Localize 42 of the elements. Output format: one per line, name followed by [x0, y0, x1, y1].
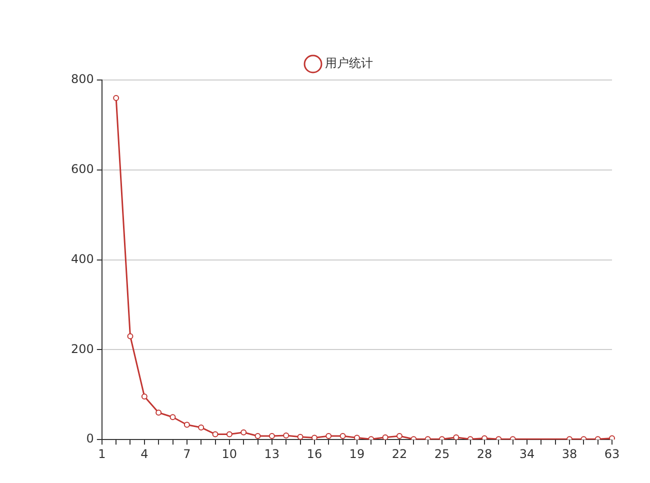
- point: [396, 433, 402, 440]
- point: [453, 434, 460, 440]
- x-tick-label: 63: [604, 446, 620, 461]
- x-tick-label: 16: [306, 446, 322, 461]
- y-tick-label: 800: [71, 72, 94, 86]
- point: [198, 424, 204, 430]
- x-tick-label: 25: [434, 446, 450, 461]
- point: [184, 422, 190, 428]
- point: [212, 431, 218, 438]
- x-tick-label: 13: [264, 446, 280, 461]
- point: [141, 393, 148, 400]
- point: [240, 429, 247, 436]
- x-tick-label: 34: [519, 446, 535, 461]
- point: [311, 434, 318, 440]
- x-tick-label: 19: [349, 446, 365, 461]
- x-tick-label: 7: [183, 446, 191, 461]
- x-tick-label: 22: [392, 446, 408, 461]
- legend-label: 用户统计: [325, 56, 373, 70]
- point: [226, 431, 232, 438]
- point: [481, 435, 488, 440]
- point: [127, 333, 134, 340]
- x-tick-label: 1: [98, 446, 106, 461]
- x-tick-label: 10: [222, 446, 238, 461]
- y-tick-label: 600: [71, 162, 94, 176]
- x-tick-label: 4: [140, 446, 148, 461]
- y-tick-label: 0: [86, 432, 94, 446]
- point: [268, 433, 275, 440]
- y-tick-label: 400: [71, 252, 94, 266]
- point: [609, 435, 615, 440]
- point: [354, 434, 360, 440]
- point: [156, 410, 162, 416]
- x-tick-label: 28: [476, 446, 492, 461]
- point: [113, 94, 120, 101]
- y-tick-label: 200: [71, 342, 94, 356]
- point: [254, 433, 261, 440]
- point: [340, 433, 346, 440]
- point: [297, 434, 304, 440]
- point: [283, 432, 290, 439]
- point: [170, 414, 176, 420]
- point: [326, 433, 332, 440]
- point: [382, 434, 388, 440]
- x-tick-label: 38: [562, 446, 578, 461]
